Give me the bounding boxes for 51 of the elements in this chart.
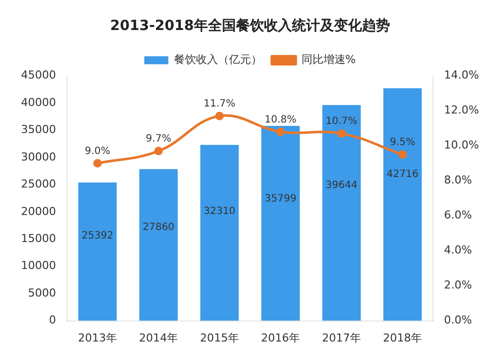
y2-tick-label: 14.0% bbox=[444, 68, 480, 82]
point bbox=[93, 159, 102, 168]
point bbox=[337, 129, 346, 138]
data-label: 35799 bbox=[264, 194, 296, 205]
data-label: 27860 bbox=[142, 222, 174, 233]
y2-tick-label: 4.0% bbox=[444, 244, 472, 257]
bar bbox=[261, 126, 300, 321]
y2-tick-label: 6.0% bbox=[444, 208, 472, 222]
y-tick-label: 30000 bbox=[20, 150, 56, 164]
chart-title: 2013-2018年全国餐饮收入统计及变化趋势 bbox=[110, 17, 390, 34]
y-tick-label: 35000 bbox=[20, 123, 56, 136]
x-tick-label: 2017年 bbox=[322, 331, 362, 344]
y-tick-label: 45000 bbox=[20, 68, 56, 82]
data-label: 11.7% bbox=[204, 98, 236, 110]
data-label: 10.7% bbox=[326, 116, 358, 128]
data-label: 32310 bbox=[204, 206, 236, 218]
y-tick-label: 15000 bbox=[20, 232, 56, 245]
data-label: 9.7% bbox=[146, 134, 172, 145]
point bbox=[215, 112, 224, 120]
bar bbox=[78, 182, 117, 321]
data-label: 39644 bbox=[326, 180, 358, 192]
data-label: 9.0% bbox=[84, 146, 110, 157]
y-tick-label: 40000 bbox=[20, 96, 56, 109]
data-label: 10.8% bbox=[264, 114, 296, 126]
bar bbox=[383, 88, 422, 321]
x-tick-label: 2014年 bbox=[139, 331, 178, 344]
data-label: 25392 bbox=[82, 230, 114, 242]
data-label: 9.5% bbox=[390, 137, 416, 148]
y-tick-label: 0 bbox=[48, 314, 56, 327]
bar bbox=[322, 104, 361, 321]
legend-label: 同比增速% bbox=[301, 53, 356, 66]
y-tick-label: 20000 bbox=[20, 204, 56, 218]
y-tick-label: 25000 bbox=[20, 178, 56, 191]
y2-tick-label: 0.0% bbox=[444, 314, 472, 327]
y-tick-label: 10000 bbox=[20, 259, 56, 272]
x-tick-label: 2013年 bbox=[78, 331, 117, 344]
y2-tick-label: 10.0% bbox=[444, 138, 480, 152]
y2-tick-label: 12.0% bbox=[444, 104, 480, 117]
y2-tick-label: 8.0% bbox=[444, 174, 472, 187]
y2-tick-label: 2.0% bbox=[444, 278, 472, 292]
data-label: 42716 bbox=[386, 169, 418, 180]
bar bbox=[200, 144, 239, 321]
x-tick-label: 2016年 bbox=[261, 331, 300, 344]
point bbox=[154, 146, 163, 156]
x-tick-label: 2018年 bbox=[383, 331, 422, 344]
y-tick-label: 5000 bbox=[28, 286, 56, 300]
point bbox=[398, 150, 407, 159]
bar bbox=[139, 169, 178, 321]
x-tick-label: 2015年 bbox=[200, 331, 240, 344]
legend-label: 餐饮收入（亿元） bbox=[174, 53, 262, 66]
point bbox=[276, 128, 285, 136]
